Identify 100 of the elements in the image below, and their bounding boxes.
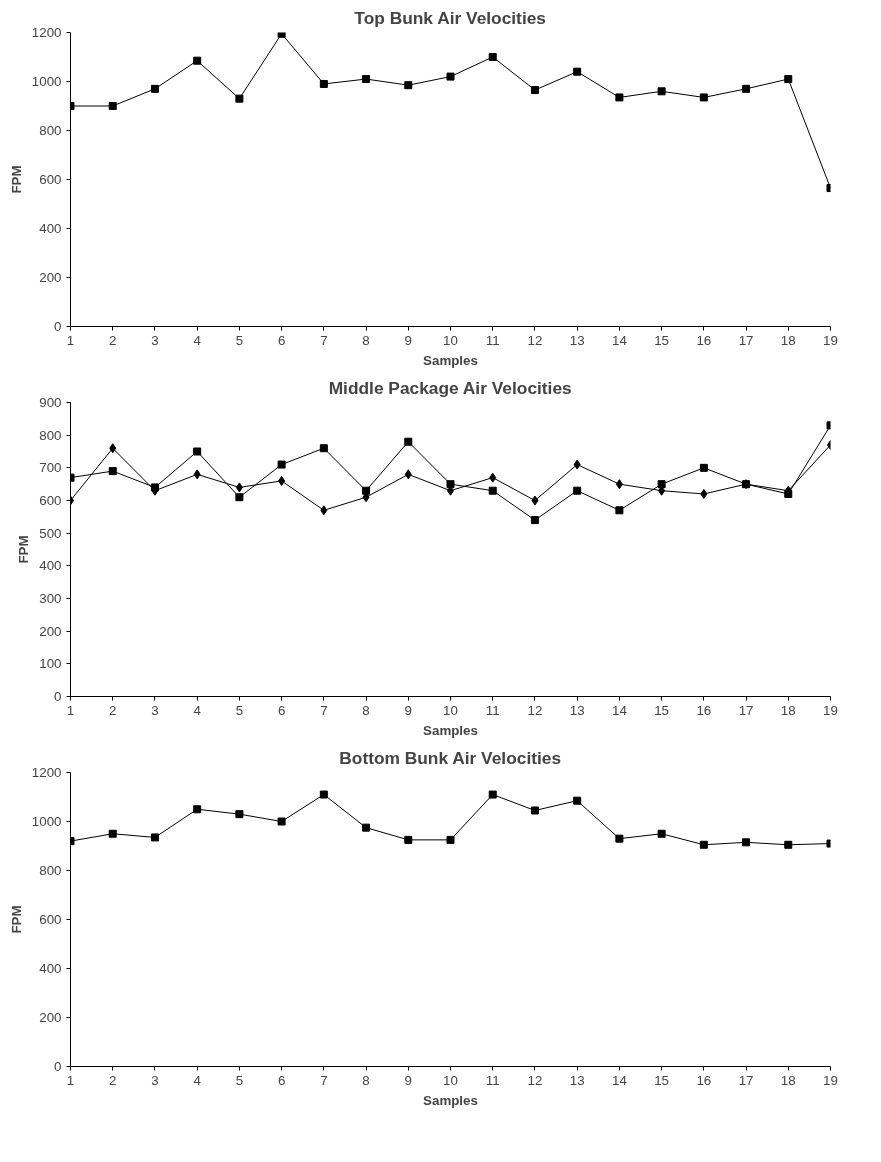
point [319, 79, 328, 88]
point [488, 53, 497, 61]
x-tick-label: 10 [443, 332, 458, 348]
point [235, 493, 244, 502]
point [446, 72, 455, 81]
y-tick-label: 200 [39, 1010, 62, 1025]
y-axis-title: FPM [8, 905, 24, 934]
point [319, 790, 328, 799]
point [404, 437, 413, 446]
point [573, 796, 582, 805]
x-tick-label: 9 [404, 702, 412, 718]
x-tick-label: 7 [320, 1072, 328, 1088]
y-tick-label: 200 [39, 270, 62, 285]
chart-title: Top Bunk Air Velocities [354, 7, 546, 28]
y-tick-label: 0 [54, 689, 62, 704]
x-tick-label: 1 [66, 1072, 75, 1088]
y-tick-label: 800 [39, 123, 62, 138]
chart-title: Middle Package Air Velocities [328, 377, 572, 398]
x-tick-label: 18 [780, 702, 796, 718]
x-tick-label: 8 [362, 332, 370, 348]
x-tick-label: 19 [823, 332, 838, 348]
x-tick-label: 6 [277, 702, 286, 718]
point [108, 467, 117, 476]
y-tick-label: 400 [39, 558, 62, 574]
x-tick-label: 7 [320, 702, 328, 718]
point [573, 486, 582, 495]
x-tick-label: 16 [696, 1072, 712, 1088]
y-tick-label: 1000 [31, 814, 62, 829]
x-tick-label: 4 [193, 1072, 202, 1088]
point [530, 516, 539, 525]
x-tick-label: 18 [780, 332, 796, 348]
x-tick-label: 3 [151, 332, 159, 348]
x-tick-label: 13 [569, 1072, 585, 1088]
x-tick-label: 18 [780, 1072, 796, 1088]
x-tick-label: 1 [66, 702, 75, 718]
y-tick-label: 500 [39, 525, 62, 541]
x-axis-title: Samples [423, 722, 478, 738]
x-tick-label: 9 [404, 1072, 412, 1088]
point [193, 469, 201, 480]
x-tick-label: 15 [654, 702, 670, 718]
x-tick-label: 15 [654, 1072, 670, 1088]
point [657, 829, 666, 838]
x-tick-label: 13 [569, 332, 585, 348]
x-tick-label: 13 [569, 702, 585, 718]
x-tick-label: 14 [611, 1072, 628, 1088]
point [742, 84, 751, 93]
y-tick-label: 700 [39, 460, 62, 476]
y-tick-label: 400 [39, 961, 62, 976]
x-tick-label: 8 [362, 1072, 370, 1088]
point [530, 806, 539, 815]
point [446, 480, 455, 489]
x-tick-label: 12 [527, 702, 543, 718]
x-tick-label: 19 [823, 1072, 838, 1088]
x-tick-label: 17 [738, 332, 754, 348]
x-tick-label: 5 [235, 1072, 244, 1088]
x-axis-title: Samples [423, 1092, 478, 1108]
point [615, 479, 623, 490]
y-tick-label: 600 [39, 172, 62, 187]
point [278, 475, 286, 486]
x-axis-title: Samples [423, 352, 478, 368]
x-tick-label: 2 [109, 702, 117, 718]
point [235, 94, 244, 103]
point [657, 480, 666, 489]
y-tick-label: 1000 [31, 74, 62, 89]
x-tick-label: 11 [485, 1072, 500, 1088]
point [235, 810, 244, 819]
x-tick-label: 19 [823, 702, 838, 718]
x-tick-label: 6 [277, 332, 286, 348]
point [193, 56, 202, 65]
point [784, 75, 793, 84]
point [657, 87, 666, 96]
x-tick-label: 17 [738, 702, 754, 718]
point [488, 790, 497, 799]
point [235, 482, 243, 493]
point [109, 443, 117, 454]
x-tick-label: 17 [738, 1072, 754, 1088]
y-axis-title: FPM [8, 165, 24, 194]
y-tick-label: 0 [54, 319, 62, 334]
point [615, 93, 624, 102]
y-tick-label: 900 [39, 395, 62, 410]
point [319, 444, 328, 453]
point [320, 505, 328, 516]
point [488, 486, 497, 495]
point [277, 460, 286, 469]
point [362, 823, 371, 832]
point [784, 840, 793, 849]
y-tick-label: 1200 [31, 25, 62, 40]
point [193, 447, 202, 456]
x-tick-label: 9 [404, 332, 412, 348]
point [277, 817, 286, 826]
chart-title: Bottom Bunk Air Velocities [339, 747, 562, 768]
point [150, 833, 159, 842]
y-tick-label: 200 [39, 623, 62, 639]
point [699, 93, 708, 102]
x-tick-label: 15 [654, 332, 670, 348]
point [699, 463, 708, 472]
y-tick-label: 400 [39, 221, 62, 236]
x-tick-label: 3 [151, 702, 159, 718]
point [530, 86, 539, 95]
point [573, 459, 581, 470]
